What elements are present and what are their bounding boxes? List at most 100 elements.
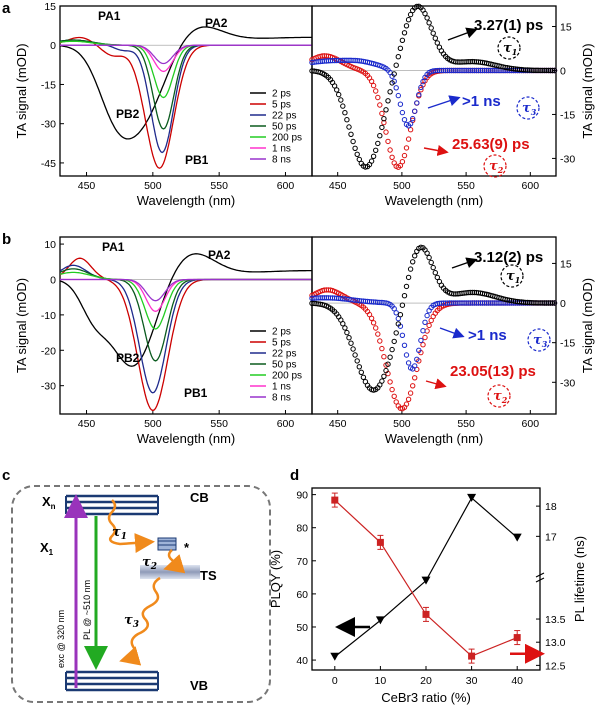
data-point	[422, 10, 428, 17]
y-tick-label: 50	[296, 622, 308, 634]
y-tick-label: -10	[41, 310, 56, 322]
x-axis-label: Wavelength (nm)	[137, 431, 236, 446]
tau1-label: τ1	[112, 525, 127, 542]
data-point	[368, 315, 375, 321]
data-point	[418, 84, 424, 91]
x-tick-label: 550	[457, 180, 475, 192]
y-axis-label: TA signal (mOD)	[580, 278, 595, 373]
y-axis-label-left: PLQY (%)	[268, 550, 283, 608]
star-label: *	[184, 540, 190, 555]
data-point	[331, 83, 338, 89]
data-point	[370, 320, 377, 326]
x-tick-label: 500	[144, 418, 162, 430]
tau3-arrow	[119, 576, 161, 666]
data-point	[391, 71, 397, 77]
series-line-2ps	[60, 253, 312, 367]
data-point	[414, 356, 420, 362]
data-point	[342, 325, 348, 331]
data-point	[393, 399, 399, 405]
x-axis-label: Wavelength (nm)	[385, 431, 484, 446]
diagram-frame	[11, 485, 271, 703]
data-point	[379, 110, 385, 117]
y-axis-label-right: PL lifetime (ns)	[572, 536, 587, 622]
data-point	[334, 87, 340, 93]
data-point	[418, 337, 424, 344]
legend-label: 2 ps	[272, 327, 291, 338]
energy-diagram: CB VB TS * Xn X1 τ1 τ2 τ3 exc @ 320 nm P…	[11, 485, 271, 703]
data-point	[383, 129, 389, 135]
x-tick-label: 450	[78, 418, 96, 430]
data-point	[379, 378, 385, 384]
data-point	[403, 352, 410, 358]
data-point	[551, 67, 558, 74]
data-point	[373, 325, 379, 331]
annotation-arrow	[447, 27, 478, 41]
plqy-point	[512, 533, 522, 542]
data-point	[399, 109, 406, 116]
data-point	[410, 115, 416, 122]
y-tick-label-right: 13.5	[545, 614, 566, 626]
legend-label: 22 ps	[272, 349, 296, 360]
plqy-point	[330, 652, 340, 661]
data-point	[434, 40, 440, 46]
data-point	[342, 110, 348, 116]
data-point	[373, 88, 379, 94]
data-point	[428, 25, 434, 31]
x-tick-label: 500	[393, 180, 411, 192]
data-point	[395, 321, 401, 327]
data-point	[407, 121, 414, 127]
data-point	[403, 283, 410, 290]
tau-label: τ2	[493, 389, 508, 405]
data-point	[395, 92, 401, 99]
data-point	[395, 315, 401, 322]
data-point	[422, 319, 428, 325]
data-point	[389, 346, 395, 353]
data-point	[410, 383, 416, 389]
data-point	[389, 154, 395, 161]
peak-annotation: PA2	[205, 16, 228, 30]
tau1-arrow	[107, 499, 155, 553]
lifetime-point	[331, 496, 339, 504]
lifetime-point	[468, 652, 476, 660]
data-point	[397, 101, 404, 107]
data-point	[391, 338, 397, 345]
data-point	[422, 334, 428, 341]
data-point	[350, 138, 356, 145]
data-point	[338, 97, 344, 103]
x-tick-label: 450	[78, 180, 96, 192]
data-point	[395, 54, 401, 60]
data-point	[352, 352, 358, 358]
data-point	[381, 116, 387, 122]
data-point	[354, 358, 360, 364]
series-line-2ps	[60, 26, 312, 140]
y-axis-label: TA signal (mOD)	[14, 278, 29, 373]
data-point	[377, 338, 383, 344]
data-point	[356, 364, 362, 370]
legend-label: 22 ps	[272, 111, 296, 122]
data-point	[375, 94, 381, 101]
series-line-8ns	[60, 44, 312, 65]
data-point	[387, 89, 393, 95]
tau2-label: τ2	[142, 555, 157, 572]
x-tick-label: 20	[420, 675, 432, 687]
data-point	[360, 374, 367, 380]
x-tick-label: 550	[210, 418, 228, 430]
data-point	[434, 274, 440, 281]
legend-label: 1 ns	[272, 382, 291, 393]
panel-label-d: d	[290, 467, 299, 484]
x-tick-label: 600	[277, 180, 295, 192]
lifetime-point	[513, 634, 521, 642]
data-point	[381, 354, 387, 360]
lifetime-annotation: 3.12(2) ps τ1	[451, 249, 543, 288]
panel-label-c: c	[2, 467, 10, 484]
x-tick-label: 30	[466, 675, 478, 687]
peak-annotation: PB1	[185, 153, 209, 167]
tau-circle	[516, 96, 540, 120]
data-point	[381, 373, 387, 379]
data-point	[399, 159, 406, 165]
y-axis-label: TA signal (mOD)	[14, 43, 29, 138]
lifetime-text: 23.05(13) ps	[450, 363, 536, 380]
data-point	[385, 138, 391, 145]
plqy-point	[375, 616, 385, 625]
